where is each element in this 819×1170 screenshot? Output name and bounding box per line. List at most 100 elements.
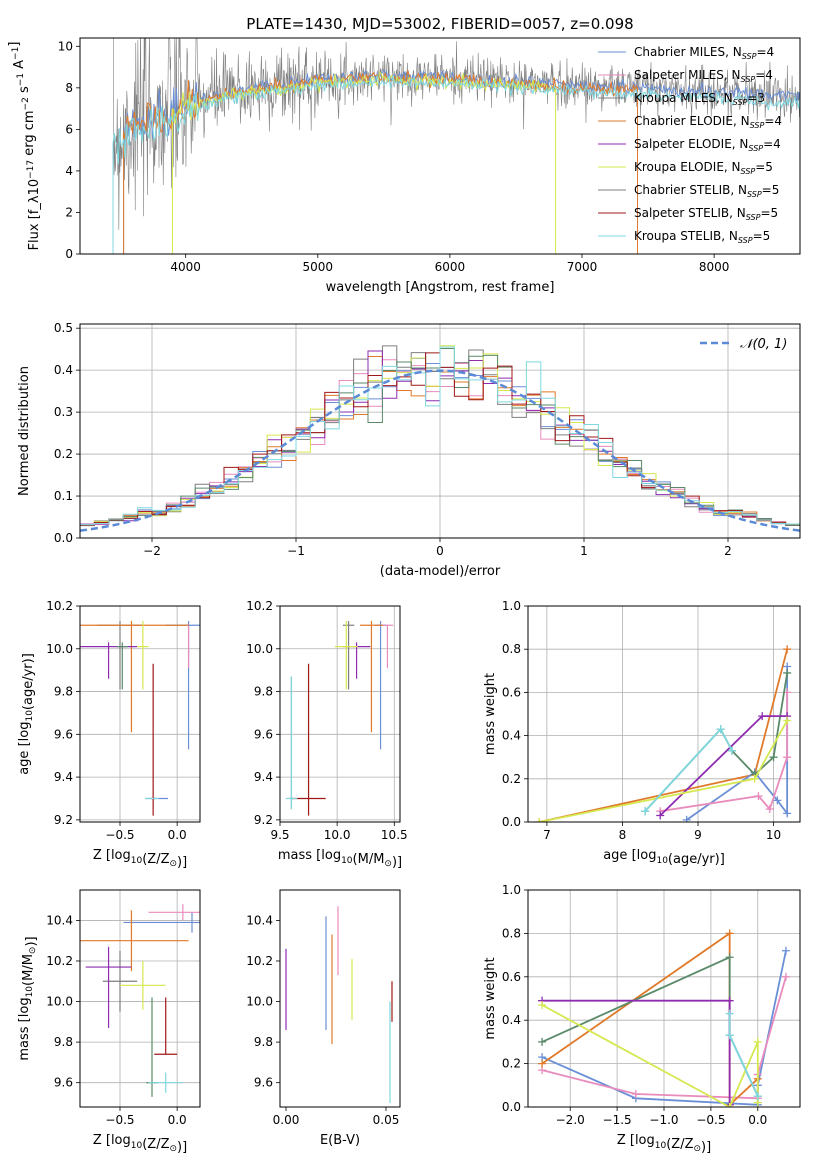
y-axis-label: mass weight — [483, 673, 498, 755]
y-tick-label: 9.8 — [254, 685, 273, 699]
legend-suffix: =4 — [764, 114, 782, 128]
label-part: Z [ — [617, 1133, 635, 1148]
x-tick-label: 10 — [766, 828, 781, 842]
x-tick-label: 10.0 — [324, 828, 351, 842]
x-axis-label: Z [log10(Z/Z⊙)] — [93, 1133, 187, 1155]
y-tick-label: 10.2 — [246, 954, 273, 968]
x-axis-label: (data-model)/error — [380, 564, 501, 579]
label-part: erg cm — [22, 110, 37, 159]
y-tick-label: 9.4 — [54, 770, 73, 784]
label-part: )] — [177, 1140, 187, 1155]
y-tick-label: 1.0 — [502, 883, 521, 897]
label-part: Z [ — [93, 848, 111, 863]
weight-line — [541, 955, 759, 1097]
y-axis-label: mass weight — [483, 957, 498, 1039]
x-tick-label: 0.0 — [748, 1113, 767, 1127]
data-point-marker — [765, 805, 774, 814]
legend-sub: SSP — [742, 52, 757, 61]
legend-sub: SSP — [748, 144, 763, 153]
legend-suffix: =4 — [763, 137, 781, 151]
weight-line — [644, 672, 789, 812]
x-axis-label: Z [log10(Z/Z⊙)] — [93, 848, 187, 870]
x-axis-label: E(B-V) — [320, 1133, 360, 1148]
label-part: ] — [7, 42, 22, 47]
y-axis-label: age [log10(age/yr)] — [17, 653, 36, 775]
panel-weight_vs_Z: −2.0 −1.5 −1.0 −0.5 0.0 0.0 0.2 0.4 0.6 0.8 1.0 Z [… — [483, 883, 801, 1155]
spectrum-model-line — [112, 74, 800, 254]
x-tick-label: −2 — [143, 544, 161, 558]
x-tick-label: 0.00 — [273, 1113, 300, 1127]
panel-residuals: −2 −1 0 1 2 0.0 0.1 0.2 0.3 0.4 0.5 (data-model)/er… — [17, 321, 801, 579]
x-tick-label: 5000 — [303, 260, 334, 274]
label-part: mass [ — [278, 848, 321, 863]
x-tick-label: 2 — [724, 544, 732, 558]
data-point-marker — [753, 1092, 762, 1101]
data-point-marker — [535, 818, 544, 822]
y-tick-label: 10.2 — [46, 599, 73, 613]
axes-frame — [79, 605, 201, 823]
plot-content — [285, 620, 394, 816]
label-part: (M/M — [353, 852, 385, 867]
data-point-marker — [783, 716, 792, 725]
y-tick-label: 9.8 — [54, 685, 73, 699]
legend-label: Kroupa STELIB, N — [634, 229, 738, 243]
legend-sub: SSP — [746, 213, 761, 222]
y-tick-label: 10.4 — [246, 913, 273, 927]
label-sub: ⊙ — [384, 859, 392, 869]
y-tick-label: 1.0 — [502, 599, 521, 613]
y-axis-label: Flux [f_λ10−17 erg cm−2 s−1 A−1] — [7, 42, 42, 251]
label-sub: ⊙ — [169, 1144, 177, 1154]
legend-label: Salpeter MILES, N — [634, 68, 741, 82]
x-axis-label: age [log10(age/yr)] — [603, 848, 725, 867]
data-point-marker — [773, 796, 782, 805]
x-tick-label: −0.5 — [105, 828, 134, 842]
data-point-marker — [781, 946, 790, 955]
label-part: wavelength [Angstrom, rest frame] — [326, 280, 555, 295]
figure-title: PLATE=1430, MJD=53002, FIBERID=0057, z=0… — [246, 15, 633, 33]
y-tick-label: 10.4 — [46, 913, 73, 927]
y-axis-label: Normed distribution — [17, 366, 32, 496]
y-tick-label: 10.0 — [46, 995, 73, 1009]
label-part: (Z/Z — [666, 1137, 693, 1152]
legend-suffix: =5 — [755, 160, 773, 174]
label-part: (age/yr)] — [21, 653, 36, 710]
label-part: Flux [f_λ10 — [27, 179, 42, 251]
label-part: log — [17, 722, 32, 742]
legend-entry: Chabrier MILES, NSSP=4 — [634, 45, 774, 61]
legend-sub: SSP — [741, 167, 756, 176]
y-axis-label: mass [log10(M/M⊙)] — [17, 936, 39, 1060]
data-point-marker — [725, 929, 734, 938]
data-point-marker — [750, 774, 759, 783]
legend-entry: Kroupa MILES, NSSP=3 — [634, 91, 765, 107]
x-tick-label: 0.0 — [168, 828, 187, 842]
data-point-marker — [538, 1001, 547, 1010]
label-part: A — [12, 60, 27, 73]
y-tick-label: 0.3 — [54, 405, 73, 419]
x-tick-label: 0 — [436, 544, 444, 558]
data-point-marker — [783, 645, 792, 654]
label-sub: 10 — [131, 856, 143, 866]
data-point-marker — [725, 1103, 734, 1107]
y-tick-label: 0.0 — [502, 815, 521, 829]
label-sup: −1 — [16, 73, 26, 86]
panel-age_vs_Z: −0.5 0.09.29.49.69.810.010.2Z [log10(Z/Z⊙… — [17, 599, 201, 870]
weight-line — [686, 666, 789, 821]
legend-suffix: =5 — [753, 229, 771, 243]
y-tick-label: 0.5 — [54, 321, 73, 335]
legend-entry: Chabrier ELODIE, NSSP=4 — [634, 114, 782, 130]
y-tick-label: 0.2 — [502, 772, 521, 786]
axes-frame — [279, 605, 401, 823]
y-tick-label: 10.2 — [246, 599, 273, 613]
x-tick-label: −1.5 — [603, 1113, 632, 1127]
label-part: (Z/Z — [142, 1137, 169, 1152]
data-point-marker — [783, 753, 792, 762]
label-part: log — [635, 1133, 655, 1148]
y-tick-label: 0.0 — [502, 1100, 521, 1114]
legend-label: Kroupa ELODIE, N — [634, 160, 741, 174]
label-part: (age/yr)] — [668, 852, 725, 867]
y-tick-label: 0.6 — [502, 685, 521, 699]
y-tick-label: 0.4 — [502, 1013, 521, 1027]
label-part: mass [ — [17, 1017, 32, 1060]
